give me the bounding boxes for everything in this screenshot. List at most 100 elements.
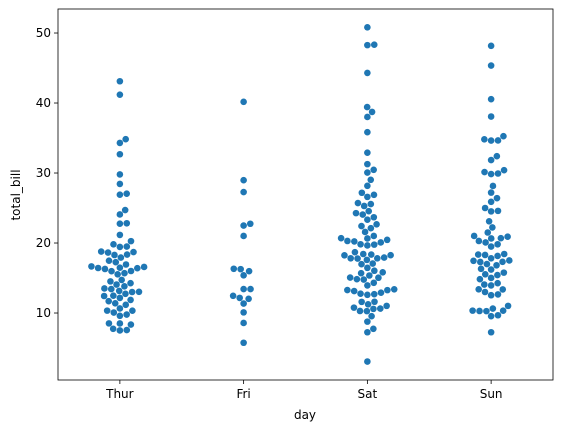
point bbox=[112, 258, 120, 266]
point bbox=[103, 307, 111, 314]
point bbox=[117, 254, 125, 261]
point bbox=[240, 339, 247, 347]
point bbox=[237, 265, 244, 273]
point bbox=[110, 309, 118, 316]
x-tick-label: Sun bbox=[480, 387, 503, 401]
point bbox=[364, 264, 371, 272]
point bbox=[476, 307, 483, 315]
y-tick-label: 50 bbox=[36, 26, 51, 40]
point bbox=[476, 275, 484, 283]
point bbox=[114, 271, 121, 278]
point bbox=[481, 168, 488, 176]
point bbox=[240, 222, 247, 229]
point bbox=[487, 137, 495, 144]
point bbox=[377, 239, 385, 246]
point bbox=[364, 291, 371, 299]
point bbox=[370, 41, 378, 48]
point bbox=[368, 108, 376, 116]
point bbox=[469, 307, 476, 314]
point bbox=[344, 286, 351, 294]
x-tick-label: Fri bbox=[236, 387, 250, 401]
point bbox=[470, 257, 477, 265]
point bbox=[129, 307, 136, 315]
point bbox=[367, 176, 375, 184]
point bbox=[111, 300, 119, 307]
point bbox=[364, 24, 371, 31]
point bbox=[116, 312, 124, 320]
point bbox=[360, 202, 368, 210]
point bbox=[364, 128, 371, 136]
point bbox=[500, 132, 507, 140]
point bbox=[487, 266, 495, 273]
point bbox=[487, 208, 495, 215]
point bbox=[364, 301, 372, 308]
point bbox=[116, 191, 124, 199]
point bbox=[116, 243, 124, 251]
point bbox=[107, 285, 115, 293]
point bbox=[370, 279, 378, 287]
point bbox=[357, 290, 364, 297]
point bbox=[105, 297, 112, 305]
point bbox=[337, 234, 345, 242]
point bbox=[123, 251, 131, 258]
point bbox=[246, 220, 254, 228]
point bbox=[358, 189, 366, 197]
point bbox=[487, 235, 495, 242]
point bbox=[487, 255, 495, 262]
point bbox=[110, 292, 117, 299]
y-tick-label: 30 bbox=[36, 166, 51, 180]
point bbox=[377, 305, 384, 312]
point bbox=[128, 288, 136, 296]
point bbox=[387, 251, 394, 259]
point bbox=[470, 232, 478, 240]
point bbox=[352, 209, 360, 217]
point bbox=[127, 237, 135, 245]
point bbox=[140, 263, 148, 271]
point bbox=[121, 269, 128, 277]
point bbox=[109, 325, 117, 333]
point bbox=[370, 166, 377, 174]
point bbox=[367, 224, 375, 232]
point bbox=[364, 160, 371, 168]
point bbox=[369, 260, 377, 267]
point bbox=[350, 304, 358, 311]
point bbox=[116, 294, 124, 302]
point bbox=[347, 254, 354, 262]
point bbox=[487, 198, 495, 206]
point bbox=[123, 190, 130, 197]
point bbox=[122, 261, 130, 268]
point bbox=[494, 271, 501, 279]
point bbox=[485, 218, 493, 225]
point bbox=[494, 252, 501, 260]
point bbox=[370, 241, 378, 248]
point bbox=[364, 242, 371, 249]
point bbox=[370, 232, 378, 240]
point bbox=[97, 248, 105, 255]
point bbox=[487, 113, 495, 120]
point bbox=[116, 264, 124, 272]
point bbox=[360, 276, 368, 283]
point bbox=[236, 294, 243, 302]
point bbox=[484, 229, 492, 236]
point bbox=[116, 180, 124, 188]
point bbox=[364, 169, 371, 176]
point bbox=[493, 261, 500, 269]
point bbox=[116, 77, 124, 85]
point bbox=[356, 307, 364, 315]
point bbox=[481, 204, 489, 212]
point bbox=[247, 285, 254, 293]
point bbox=[127, 296, 134, 304]
point bbox=[364, 41, 371, 49]
point bbox=[104, 249, 112, 256]
point bbox=[351, 248, 359, 256]
point bbox=[122, 301, 130, 309]
point bbox=[371, 267, 378, 275]
point bbox=[361, 228, 369, 236]
point bbox=[366, 272, 373, 279]
point bbox=[367, 200, 375, 208]
point bbox=[346, 274, 354, 281]
point bbox=[499, 258, 506, 266]
point bbox=[107, 278, 114, 285]
point bbox=[341, 252, 348, 259]
